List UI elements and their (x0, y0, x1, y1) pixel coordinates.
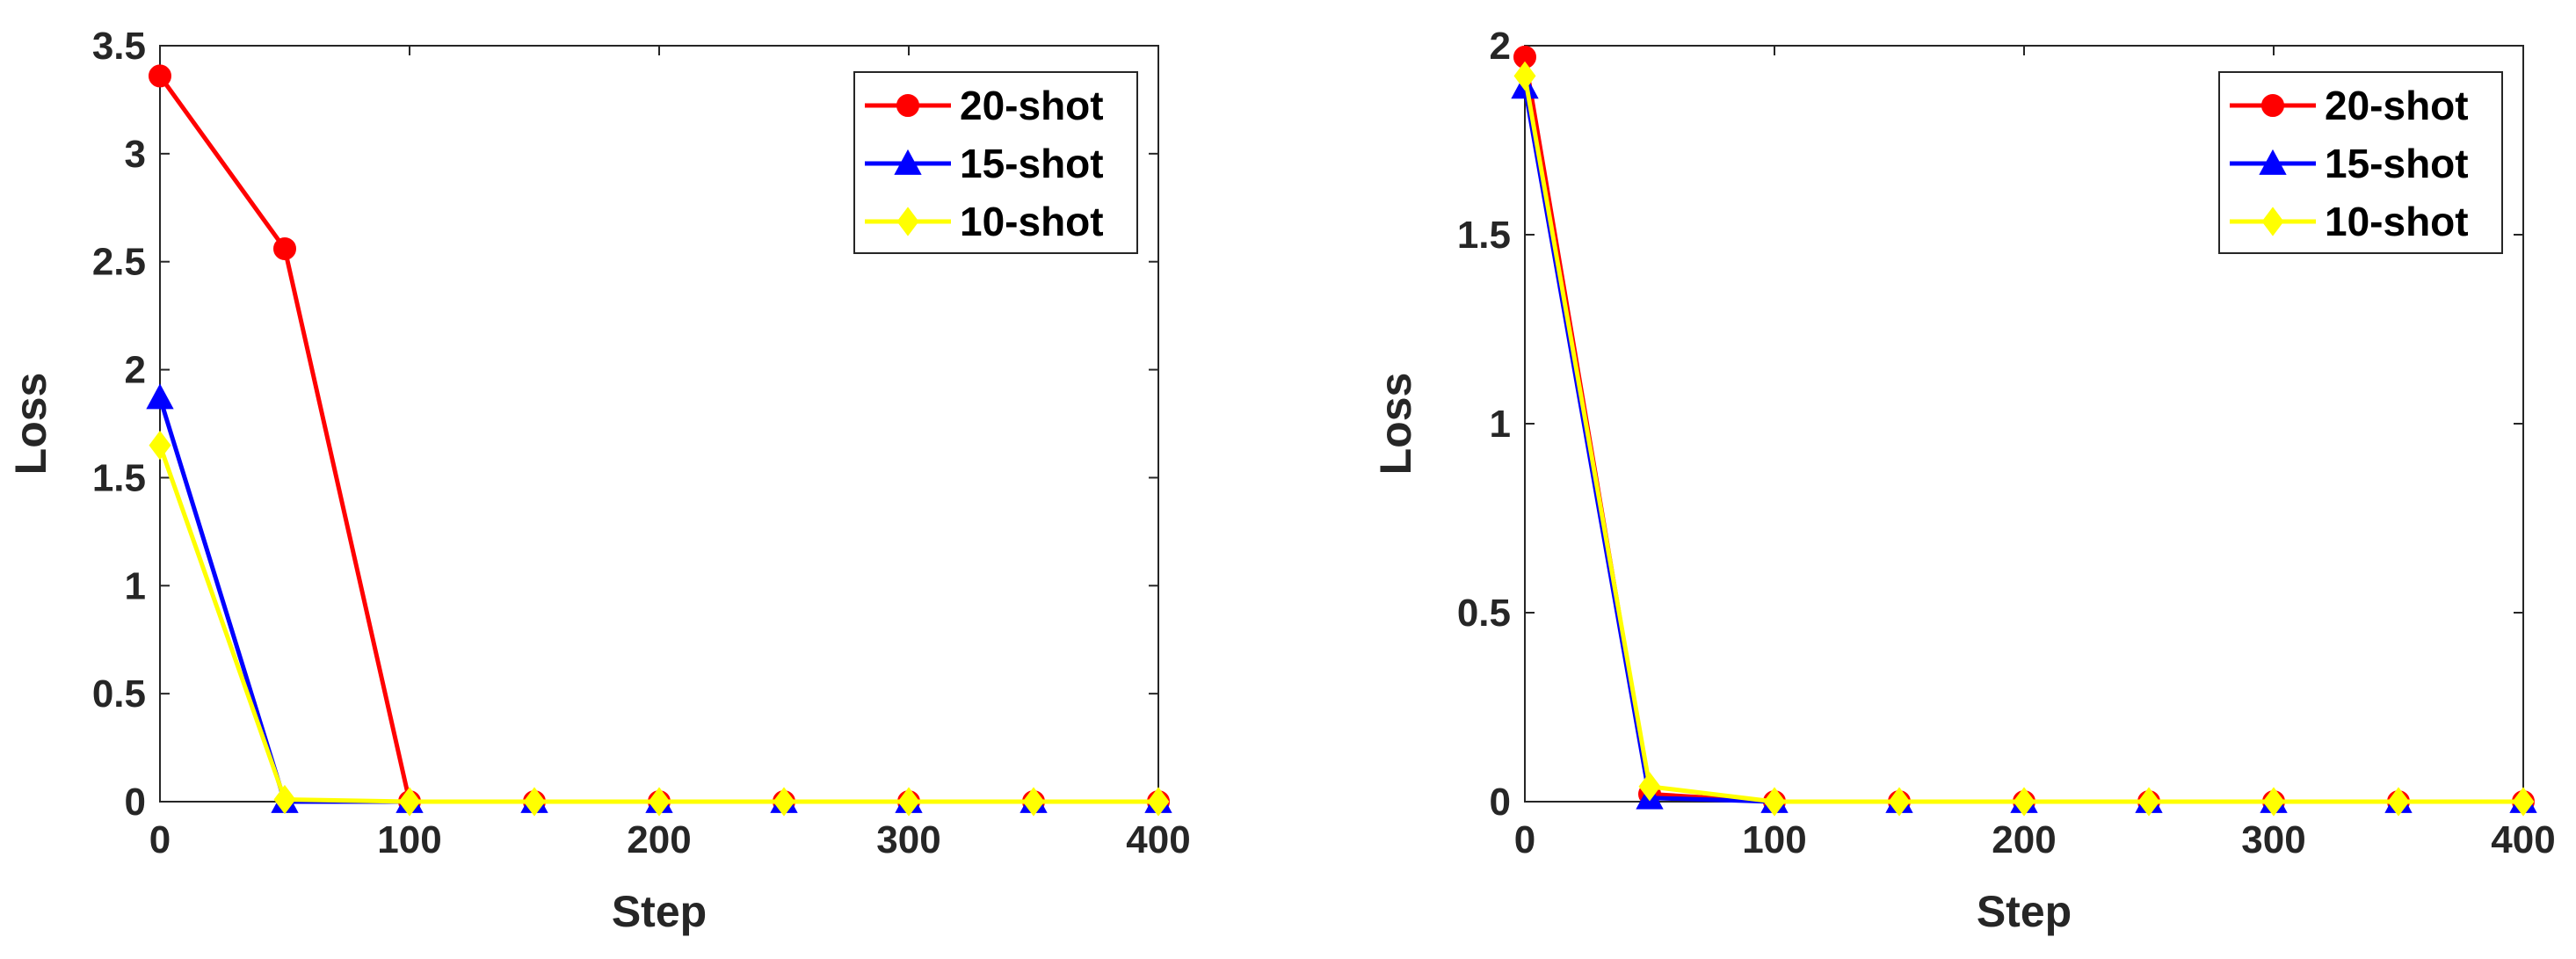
legend-marker (2262, 95, 2283, 116)
x-tick-label: 400 (2491, 818, 2555, 861)
y-tick-label: 2 (1490, 25, 1511, 68)
legend-label: 20-shot (2325, 83, 2469, 128)
y-tick-label: 1.5 (92, 456, 146, 499)
x-tick-label: 100 (377, 818, 441, 861)
x-tick-label: 400 (1126, 818, 1190, 861)
figure: 0 100 200 300 40000.511.522.533.5StepLoss20-… (0, 0, 2576, 959)
legend-label: 15-shot (2325, 141, 2469, 186)
data-point (274, 238, 295, 259)
y-tick-label: 2.5 (92, 241, 146, 284)
y-tick-label: 3.5 (92, 25, 146, 68)
legend-label: 10-shot (960, 199, 1104, 244)
x-tick-label: 200 (627, 818, 691, 861)
x-tick-label: 200 (1992, 818, 2056, 861)
chart-2: 0 100 200 300 400 0 0.5 1 1.5 2 Step Loss 20-shot 15-… (1371, 25, 2556, 936)
y-tick-label: 1.5 (1457, 214, 1511, 257)
legend-label: 20-shot (960, 83, 1104, 128)
x-tick-label: 0 (149, 818, 171, 861)
y-tick-label: 0 (1490, 781, 1511, 824)
y-tick-label: 0 (125, 781, 146, 824)
y-tick-label: 1 (1490, 403, 1511, 446)
y-axis-label: Loss (6, 373, 55, 476)
chart-1: 0 100 200 300 400 0 0.5 1 1.5 2 2.5 3 3.5 Step Loss 20-… (6, 25, 1191, 936)
legend: 20-shot 15-shot 10-shot (2219, 72, 2502, 253)
data-point (149, 65, 171, 86)
legend-label: 15-shot (960, 141, 1104, 186)
x-tick-label: 300 (876, 818, 940, 861)
y-tick-label: 1 (125, 564, 146, 607)
y-tick-label: 3 (125, 133, 146, 176)
y-axis-label: Loss (1371, 373, 1420, 476)
x-axis-label: Step (612, 887, 707, 936)
y-tick-label: 0.5 (1457, 592, 1511, 635)
legend: 20-shot 15-shot 10-shot (854, 72, 1137, 253)
x-tick-label: 100 (1742, 818, 1806, 861)
x-tick-label: 0 (1514, 818, 1535, 861)
legend-label: 10-shot (2325, 199, 2469, 244)
y-tick-label: 2 (125, 349, 146, 392)
x-axis-label: Step (1977, 887, 2072, 936)
y-tick-label: 0.5 (92, 672, 146, 716)
legend-marker (897, 95, 918, 116)
x-tick-label: 300 (2241, 818, 2305, 861)
